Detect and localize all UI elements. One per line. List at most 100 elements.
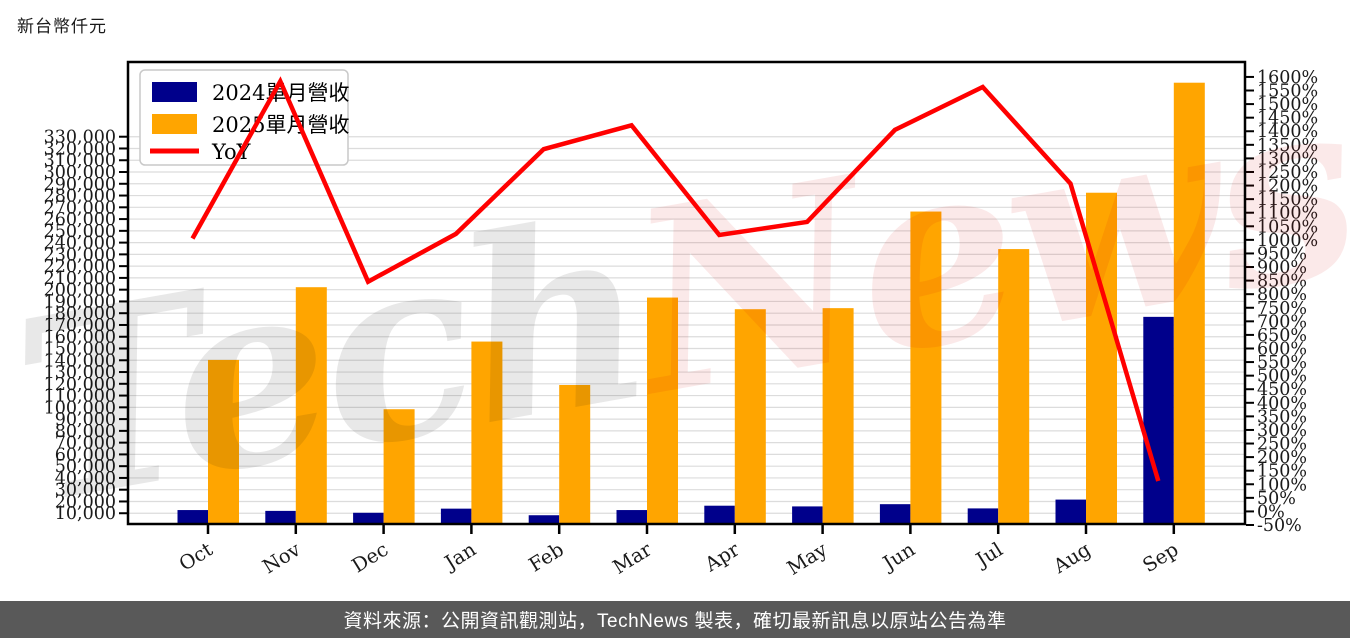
left-axis-tick-label: 150,000 <box>44 340 116 360</box>
left-axis-tick-label: 260,000 <box>44 210 116 230</box>
x-axis-label-may: May <box>783 538 831 580</box>
left-axis-tick-label: 120,000 <box>44 375 116 395</box>
left-axis-tick-label: 200,000 <box>44 281 116 301</box>
bar-2024-mar <box>616 510 647 524</box>
right-axis-tick-label: 1450% <box>1257 109 1318 129</box>
left-axis-tick-label: 250,000 <box>44 222 116 242</box>
left-axis-tick-label: 110,000 <box>44 387 116 407</box>
x-axis-label-jun: Jun <box>877 538 919 576</box>
bar-2024-feb <box>528 515 560 524</box>
left-axis-tick-label: 10,000 <box>55 504 116 524</box>
left-axis-tick-label: 220,000 <box>44 257 116 277</box>
footer-source-text: 資料來源：公開資訊觀測站，TechNews 製表，確切最新訊息以原站公告為準 <box>343 611 1007 632</box>
left-axis-tick-label: 50,000 <box>55 457 116 477</box>
left-axis-tick-label: 290,000 <box>44 175 116 195</box>
right-axis-tick-label: 1500% <box>1257 95 1318 115</box>
bar-2025-may <box>822 308 854 524</box>
right-axis-tick-label: 1550% <box>1257 82 1318 102</box>
right-axis-tick-label: 1350% <box>1257 136 1318 156</box>
right-axis-tick-label: 100% <box>1257 475 1307 495</box>
footer-source-bar: 資料來源：公開資訊觀測站，TechNews 製表，確切最新訊息以原站公告為準 <box>0 601 1350 638</box>
left-axis-tick-label: 70,000 <box>55 434 116 454</box>
x-axis-label-sep: Sep <box>1139 538 1183 577</box>
watermark-news: News <box>606 36 1350 452</box>
right-axis-tick-label: 650% <box>1257 326 1307 346</box>
right-axis-tick-label: 850% <box>1257 272 1307 292</box>
right-axis-tick-label: -50% <box>1257 516 1302 536</box>
x-axis-label-mar: Mar <box>609 537 656 579</box>
right-axis-tick-label: 1200% <box>1257 177 1318 197</box>
bar-2024-jan <box>440 508 472 524</box>
right-axis-tick-label: 0% <box>1257 502 1285 522</box>
right-axis-tick-label: 1150% <box>1257 190 1318 210</box>
left-axis-tick-label: 140,000 <box>44 351 116 371</box>
right-axis-tick-label: 300% <box>1257 421 1307 441</box>
left-axis-tick-label: 210,000 <box>44 269 116 289</box>
left-axis-tick-label: 280,000 <box>44 187 116 207</box>
left-axis-tick-label: 300,000 <box>44 163 116 183</box>
left-axis-tick-label: 160,000 <box>44 328 116 348</box>
right-axis-tick-label: 600% <box>1257 339 1307 359</box>
right-axis-tick-label: 800% <box>1257 285 1307 305</box>
left-axis-tick-label: 240,000 <box>44 234 116 254</box>
x-axis-label-nov: Nov <box>258 538 304 579</box>
legend-swatch-2024 <box>152 82 197 102</box>
left-axis-tick-label: 20,000 <box>55 492 116 512</box>
left-axis-tick-label: 40,000 <box>55 469 116 489</box>
x-axis-label-jul: Jul <box>970 538 1006 573</box>
bar-2024-jun <box>879 504 911 524</box>
bar-2025-mar <box>647 297 678 524</box>
left-axis-tick-label: 130,000 <box>44 363 116 383</box>
right-axis-tick-label: 1000% <box>1257 231 1318 251</box>
right-axis-tick-label: 1600% <box>1257 68 1318 88</box>
bar-2025-sep <box>1173 82 1205 525</box>
right-axis-tick-label: 1050% <box>1257 217 1318 237</box>
left-axis-tick-label: 170,000 <box>44 316 116 336</box>
right-axis-tick-label: 550% <box>1257 353 1307 373</box>
left-axis-tick-label: 180,000 <box>44 304 116 324</box>
right-axis-tick-label: 1100% <box>1257 204 1318 224</box>
left-axis-tick-label: 190,000 <box>44 292 116 312</box>
right-axis-tick-label: 500% <box>1257 367 1307 387</box>
bar-2025-oct <box>208 359 239 524</box>
right-axis-tick-label: 700% <box>1257 312 1307 332</box>
bar-2024-jul <box>967 508 999 524</box>
legend-swatch-2025 <box>152 114 197 134</box>
bar-2024-aug <box>1055 499 1086 524</box>
yoy-line <box>190 76 1161 482</box>
right-axis-tick-label: 200% <box>1257 448 1307 468</box>
bar-2024-sep <box>1143 316 1174 524</box>
revenue-yoy-chart: 330,000320,000310,000300,000290,000280,0… <box>0 36 1350 580</box>
bar-2025-dec <box>383 409 415 524</box>
right-axis-tick-label: 50% <box>1257 489 1296 509</box>
right-axis-tick-label: 950% <box>1257 244 1307 264</box>
left-axis-tick-label: 270,000 <box>44 198 116 218</box>
right-axis-tick-label: 450% <box>1257 380 1307 400</box>
bar-2025-feb <box>559 384 591 524</box>
bar-2025-apr <box>734 309 766 524</box>
left-axis-tick-label: 320,000 <box>44 139 116 159</box>
left-axis-tick-label: 330,000 <box>44 128 116 148</box>
x-axis-label-dec: Dec <box>348 538 393 578</box>
bar-2025-jun <box>910 211 942 525</box>
right-axis-tick-label: 900% <box>1257 258 1307 278</box>
bar-2025-jan <box>471 341 503 524</box>
bar-2024-nov <box>265 510 296 524</box>
right-axis-tick-label: 400% <box>1257 394 1307 414</box>
bar-2025-nov <box>295 287 327 524</box>
left-axis-tick-label: 310,000 <box>44 151 116 171</box>
bar-2025-jul <box>998 249 1030 525</box>
right-axis-tick-label: 1300% <box>1257 149 1318 169</box>
bar-2024-apr <box>704 505 735 524</box>
left-axis-tick-label: 90,000 <box>55 410 116 430</box>
right-axis-tick-label: 150% <box>1257 462 1307 482</box>
left-axis-tick-label: 30,000 <box>55 481 116 501</box>
legend-label-2025: 2025單月營收 <box>212 113 349 137</box>
left-axis-tick-label: 100,000 <box>44 398 116 418</box>
x-axis-label-jan: Jan <box>439 538 480 576</box>
bar-2024-may <box>792 506 823 524</box>
plot-border <box>126 60 1247 526</box>
x-axis-label-feb: Feb <box>525 538 568 577</box>
x-axis-label-oct: Oct <box>175 538 217 576</box>
x-axis-label-aug: Aug <box>1048 538 1094 579</box>
